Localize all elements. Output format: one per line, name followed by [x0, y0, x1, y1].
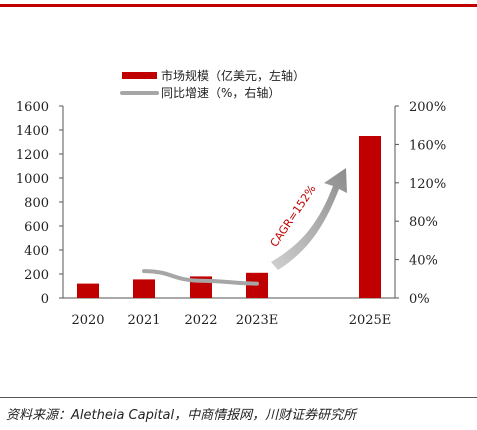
left-tick-label: 600	[24, 220, 49, 235]
market-size-chart: 0 200 400 600 800 1000 1200 1400 1600 0% 40% 80% 12…	[16, 68, 446, 328]
legend: 市场规模（亿美元，左轴） 同比增速（%，右轴）	[120, 68, 305, 100]
legend-label-market-size: 市场规模（亿美元，左轴）	[161, 68, 305, 83]
x-tick-label: 2023E	[236, 313, 279, 328]
bar-2025E	[359, 136, 381, 298]
right-tick-label: 160%	[409, 138, 446, 153]
x-tick-label: 2021	[127, 313, 160, 328]
bottom-rule	[0, 397, 477, 398]
left-tick-label: 200	[24, 268, 49, 283]
bar-2020	[77, 283, 99, 298]
x-axis-labels: 2020 2021 2022 2023E 2025E	[71, 313, 391, 328]
right-tick-label: 120%	[409, 177, 446, 192]
x-tick-label: 2020	[71, 313, 104, 328]
legend-label-growth: 同比增速（%，右轴）	[161, 85, 280, 100]
growth-line	[142, 269, 259, 286]
left-tick-label: 400	[24, 244, 49, 259]
left-axis-ticks: 0 200 400 600 800 1000 1200 1400 1600	[16, 100, 63, 307]
bar-series	[77, 136, 381, 298]
left-tick-label: 1200	[16, 148, 49, 163]
right-tick-label: 0%	[409, 292, 430, 307]
growth-series	[142, 269, 259, 286]
left-tick-label: 1000	[16, 172, 49, 187]
left-tick-label: 800	[24, 196, 49, 211]
bar-2021	[133, 279, 155, 298]
cagr-arrow	[271, 168, 347, 270]
x-tick-label: 2022	[184, 313, 217, 328]
right-tick-label: 40%	[409, 254, 438, 269]
left-tick-label: 0	[41, 292, 49, 307]
left-tick-label: 1600	[16, 100, 49, 115]
right-tick-label: 200%	[409, 100, 446, 115]
right-tick-label: 80%	[409, 215, 438, 230]
right-axis-ticks: 0% 40% 80% 120% 160% 200%	[395, 100, 446, 307]
top-rule	[0, 4, 477, 7]
left-tick-label: 1400	[16, 124, 49, 139]
legend-swatch-market-size	[122, 72, 157, 79]
source-note: 资料来源：Aletheia Capital，中商情报网，川财证券研究所	[6, 408, 357, 423]
x-tick-label: 2025E	[349, 313, 392, 328]
